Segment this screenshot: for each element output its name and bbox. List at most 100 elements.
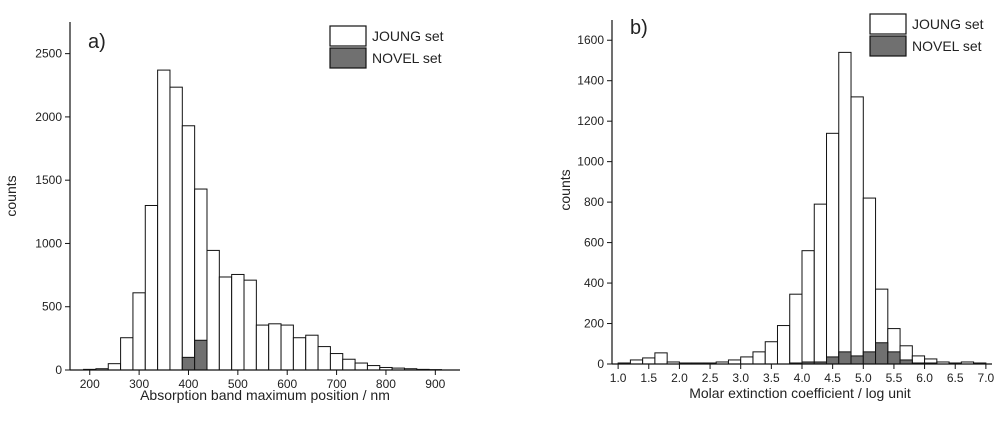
- legend-swatch: [329, 47, 367, 69]
- histogram-bar: [654, 352, 668, 365]
- histogram-bar: [144, 204, 159, 371]
- x-tick-label: 6.0: [916, 371, 933, 385]
- histogram-bar: [752, 351, 766, 365]
- histogram-bar: [850, 355, 864, 365]
- legend-swatch: [869, 13, 907, 35]
- histogram-bar: [813, 203, 828, 365]
- histogram-bar: [875, 342, 889, 365]
- x-tick-label: 900: [425, 377, 445, 391]
- histogram-bar: [826, 132, 840, 365]
- x-tick-label: 4.0: [794, 371, 811, 385]
- histogram-bar: [764, 341, 778, 365]
- y-tick-label: 2000: [35, 110, 62, 124]
- x-tick-label: 3.0: [732, 371, 749, 385]
- x-tick-label: 200: [80, 377, 100, 391]
- legend-label: NOVEL set: [372, 50, 442, 66]
- histogram-bar: [218, 276, 233, 371]
- y-tick-label: 1400: [577, 74, 604, 88]
- histogram-bar: [801, 250, 815, 365]
- y-tick-label: 1200: [577, 114, 604, 128]
- histogram-bar: [366, 365, 381, 371]
- y-axis-title: counts: [3, 175, 19, 216]
- histogram-bar: [255, 324, 270, 371]
- histogram-bar: [838, 51, 852, 365]
- y-tick-label: 1000: [35, 236, 62, 250]
- y-tick-label: 200: [584, 317, 604, 331]
- series-joung: [83, 69, 442, 371]
- x-tick-label: 300: [129, 377, 149, 391]
- histogram-bar: [789, 293, 803, 365]
- series-joung: [617, 51, 987, 365]
- x-tick-label: 800: [376, 377, 396, 391]
- x-tick-label: 3.5: [763, 371, 780, 385]
- legend-label: JOUNG set: [372, 28, 444, 44]
- series-novel: [789, 342, 938, 365]
- histogram-bar: [280, 324, 294, 371]
- histogram-bar: [862, 351, 877, 365]
- y-axis-title: counts: [557, 169, 573, 210]
- y-tick-label: 600: [584, 236, 604, 250]
- histogram-bar: [826, 356, 840, 365]
- histogram-bar: [243, 279, 257, 371]
- legend-label: JOUNG set: [912, 16, 984, 32]
- histogram-bar: [231, 273, 245, 371]
- histogram-bar: [181, 125, 196, 371]
- x-axis-title: Absorption band maximum position / nm: [140, 387, 390, 403]
- x-tick-label: 400: [178, 377, 198, 391]
- histogram-bar: [642, 357, 656, 365]
- histogram-bar: [120, 337, 134, 371]
- histogram-bar: [181, 356, 196, 371]
- y-tick-label: 2500: [35, 47, 62, 61]
- x-tick-label: 700: [327, 377, 347, 391]
- panel-b: 1.0 1.5 2.0 2.5 3.0 3.5 4.0 4.5 5.0 5.5 6.0 6.5 7.0 0…: [557, 13, 995, 401]
- histogram-bar: [268, 323, 282, 371]
- histogram-bar: [740, 356, 754, 365]
- histogram-bar: [132, 292, 146, 371]
- histogram-bar: [838, 351, 852, 365]
- histogram-bar: [342, 358, 356, 371]
- panel-label: a): [88, 31, 106, 53]
- x-tick-label: 2.5: [702, 371, 719, 385]
- x-tick-label: 5.0: [855, 371, 872, 385]
- x-axis-title: Molar extinction coefficient / log unit: [689, 385, 911, 401]
- x-tick-label: 2.0: [671, 371, 688, 385]
- panel-label: b): [630, 17, 648, 39]
- histogram-bar: [899, 359, 913, 365]
- histogram-bar: [107, 363, 122, 371]
- histogram-bar: [887, 351, 901, 365]
- x-tick-label: 500: [228, 377, 248, 391]
- histogram-bar: [206, 249, 220, 371]
- x-tick-label: 5.5: [886, 371, 903, 385]
- histogram-bar: [862, 197, 877, 365]
- histogram-bar: [354, 362, 368, 371]
- y-tick-label: 0: [597, 357, 604, 371]
- y-tick-label: 1000: [577, 155, 604, 169]
- histogram-bar: [292, 337, 307, 371]
- panel-a: 200 300 400 500 600 700 800 900 0 500 1000 1500 2000…: [3, 22, 460, 403]
- legend-swatch: [869, 35, 907, 57]
- x-tick-label: 6.5: [947, 371, 964, 385]
- x-tick-label: 1.5: [640, 371, 657, 385]
- y-tick-label: 500: [42, 300, 62, 314]
- x-tick-label: 4.5: [824, 371, 841, 385]
- y-tick-label: 1600: [577, 33, 604, 47]
- x-tick-label: 7.0: [978, 371, 995, 385]
- y-tick-label: 800: [584, 195, 604, 209]
- y-tick-label: 1500: [35, 173, 62, 187]
- histogram-bar: [305, 334, 319, 371]
- histogram-bar: [317, 346, 331, 371]
- y-tick-label: 400: [584, 276, 604, 290]
- histogram-bar: [194, 339, 208, 371]
- histogram-bar: [157, 69, 171, 371]
- x-tick-label: 1.0: [610, 371, 627, 385]
- histogram-bar: [169, 86, 183, 371]
- legend-label: NOVEL set: [912, 38, 982, 54]
- histogram-bar: [776, 325, 791, 365]
- histogram-bar: [850, 96, 864, 365]
- x-tick-label: 600: [277, 377, 297, 391]
- y-tick-label: 0: [55, 363, 62, 377]
- histogram-bar: [629, 359, 644, 365]
- histogram-bar: [727, 359, 742, 365]
- histogram-bar: [329, 353, 344, 371]
